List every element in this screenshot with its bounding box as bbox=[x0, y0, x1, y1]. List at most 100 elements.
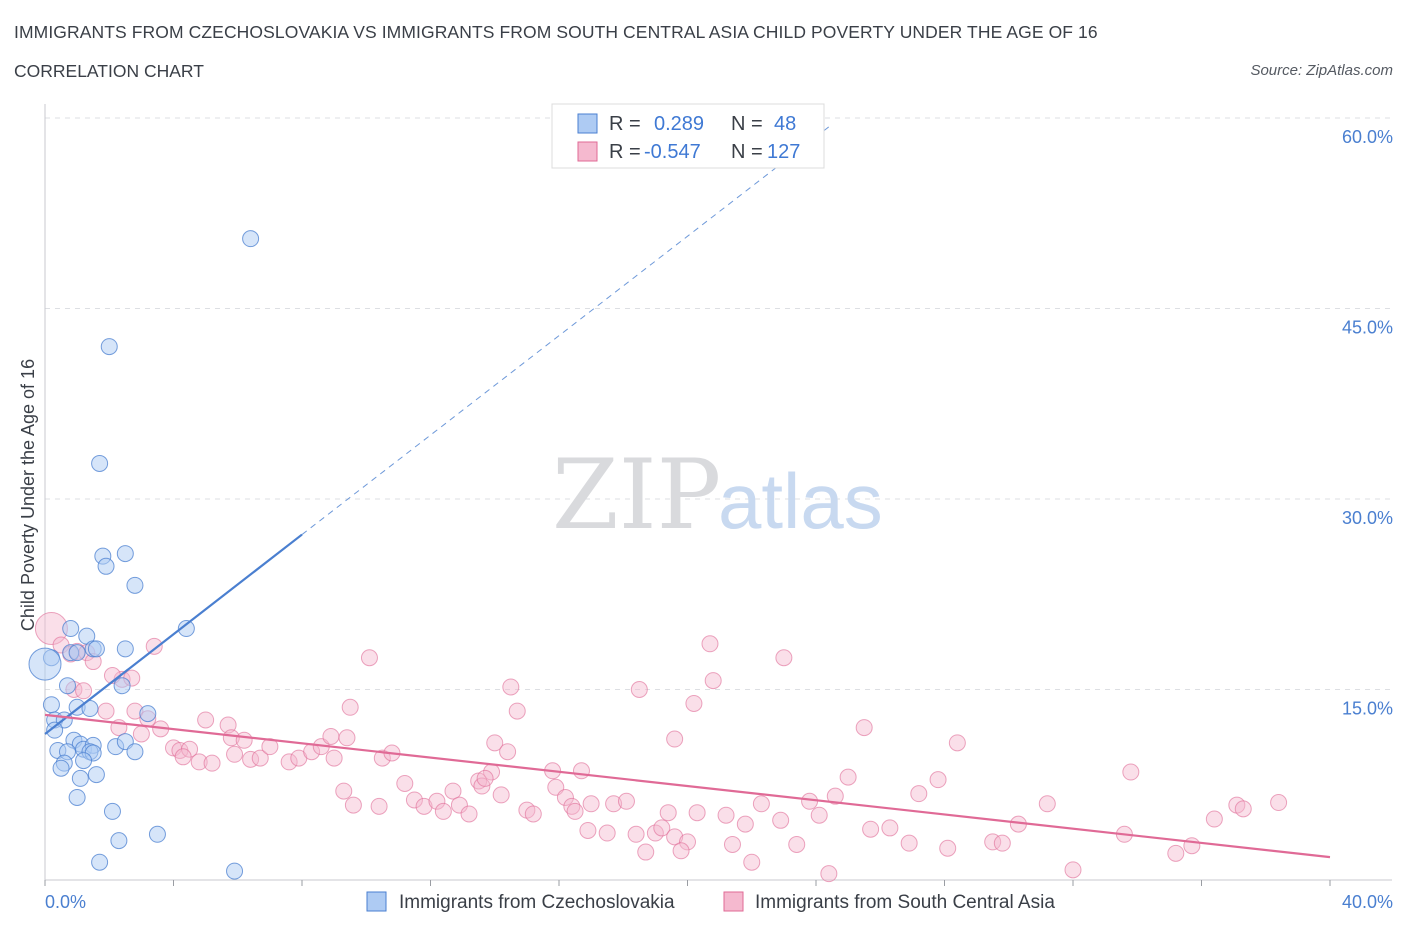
czech-point-2 bbox=[91, 454, 109, 472]
y-tick-label-2: 45.0% bbox=[1342, 318, 1393, 338]
sca-point-77 bbox=[630, 681, 648, 698]
legend-swatch-czech bbox=[577, 113, 598, 134]
sca-point-12 bbox=[145, 637, 163, 655]
sca-point-96 bbox=[788, 835, 806, 853]
sca-point-21 bbox=[174, 748, 192, 766]
sca-point-105 bbox=[881, 819, 899, 837]
sca-point-123 bbox=[1270, 794, 1288, 812]
sca-point-86 bbox=[688, 804, 706, 822]
chart-title: IMMIGRANTS FROM CZECHOSLOVAKIA VS IMMIGR… bbox=[14, 22, 1098, 42]
sca-point-83 bbox=[666, 828, 684, 846]
y-tick-labels: 15.0% 30.0% 45.0% 60.0% bbox=[1342, 127, 1393, 719]
sca-point-114 bbox=[1038, 795, 1056, 813]
sca-point-47 bbox=[405, 791, 423, 809]
czech-point-8 bbox=[62, 620, 80, 638]
sca-point-72 bbox=[579, 821, 597, 839]
sca-point-48 bbox=[415, 797, 433, 815]
trend-lines bbox=[44, 123, 1331, 859]
sca-point-88 bbox=[704, 672, 722, 690]
sca-point-115 bbox=[1064, 861, 1082, 879]
sca-point-87 bbox=[685, 694, 703, 712]
legend-n-value-sca: 127 bbox=[767, 141, 800, 163]
sca-point-122 bbox=[1234, 800, 1252, 818]
czech-point-0 bbox=[242, 230, 260, 248]
series-czechoslovakia bbox=[28, 230, 260, 880]
sca-point-103 bbox=[855, 719, 873, 737]
legend-r-value-czech: 0.289 bbox=[654, 113, 704, 135]
sca-point-98 bbox=[801, 792, 819, 810]
series-south-central-asia bbox=[34, 612, 1288, 883]
sca-point-31 bbox=[261, 738, 279, 756]
sca-point-85 bbox=[672, 842, 690, 860]
watermark-atlas: atlas bbox=[718, 457, 883, 545]
sca-point-79 bbox=[637, 843, 655, 861]
sca-point-73 bbox=[598, 824, 616, 842]
sca-point-50 bbox=[434, 802, 452, 820]
czech-point-7 bbox=[177, 620, 195, 638]
czech-point-4 bbox=[116, 545, 134, 563]
sca-point-45 bbox=[370, 797, 388, 815]
sca-point-32 bbox=[280, 753, 298, 771]
czech-point-5 bbox=[97, 557, 115, 575]
sca-point-100 bbox=[826, 787, 844, 805]
y-tick-label-3: 60.0% bbox=[1342, 127, 1393, 147]
sca-point-57 bbox=[476, 769, 494, 787]
sca-point-24 bbox=[197, 711, 215, 729]
chart-subtitle: CORRELATION CHART bbox=[14, 61, 204, 81]
czech-trend-solid bbox=[44, 533, 303, 735]
y-tick-label-0: 15.0% bbox=[1342, 699, 1393, 719]
sca-point-53 bbox=[460, 805, 478, 823]
sca-point-38 bbox=[325, 749, 343, 767]
sca-point-44 bbox=[344, 796, 362, 814]
sca-point-9 bbox=[97, 702, 115, 720]
sca-point-74 bbox=[605, 795, 623, 813]
sca-point-30 bbox=[251, 749, 269, 767]
sca-point-51 bbox=[444, 782, 462, 800]
sca-point-89 bbox=[701, 635, 719, 653]
sca-point-80 bbox=[653, 819, 671, 837]
sca-point-108 bbox=[929, 771, 947, 789]
sca-point-81 bbox=[659, 804, 677, 822]
sca-point-69 bbox=[572, 762, 590, 780]
sca-point-109 bbox=[939, 839, 957, 857]
czech-point-36 bbox=[75, 752, 93, 770]
sca-point-37 bbox=[338, 729, 356, 747]
czech-point-15 bbox=[68, 644, 86, 662]
legend-r-label-czech: R = bbox=[609, 113, 641, 135]
sca-point-22 bbox=[190, 753, 208, 771]
sca-point-82 bbox=[666, 730, 684, 748]
bottom-legend-swatch-sca bbox=[723, 891, 744, 912]
czech-point-41 bbox=[68, 788, 86, 806]
czech-point-40 bbox=[71, 769, 89, 787]
czech-point-11 bbox=[87, 640, 105, 658]
czech-point-43 bbox=[148, 825, 166, 843]
bottom-legend: Immigrants from Czechoslovakia Immigrant… bbox=[366, 891, 1055, 913]
czech-point-21 bbox=[139, 705, 157, 723]
sca-point-7 bbox=[75, 682, 93, 700]
grid-lines bbox=[45, 117, 1392, 690]
czech-point-16 bbox=[58, 677, 76, 695]
sca-point-43 bbox=[335, 782, 353, 800]
legend-r-value-sca: -0.547 bbox=[644, 141, 701, 163]
sca-point-101 bbox=[820, 865, 838, 883]
sca-point-52 bbox=[450, 796, 468, 814]
x-tick-label-min: 0.0% bbox=[45, 892, 86, 912]
sca-point-120 bbox=[1205, 810, 1223, 828]
y-tick-label-1: 30.0% bbox=[1342, 508, 1393, 528]
czech-point-17 bbox=[113, 677, 131, 695]
czech-point-47 bbox=[28, 647, 62, 681]
source-label: Source: ZipAtlas.com bbox=[1250, 62, 1393, 79]
sca-point-67 bbox=[563, 797, 581, 815]
czech-point-12 bbox=[116, 640, 134, 658]
czech-point-6 bbox=[126, 576, 144, 594]
czech-point-24 bbox=[46, 721, 64, 739]
sca-point-27 bbox=[235, 731, 253, 749]
czech-point-44 bbox=[110, 832, 128, 850]
legend-n-value-czech: 48 bbox=[774, 113, 796, 135]
sca-point-106 bbox=[900, 834, 918, 852]
czech-trend-dashed bbox=[301, 123, 833, 535]
sca-point-104 bbox=[862, 820, 880, 838]
sca-point-119 bbox=[1183, 837, 1201, 855]
sca-point-118 bbox=[1167, 844, 1185, 862]
sca-point-92 bbox=[736, 815, 754, 833]
